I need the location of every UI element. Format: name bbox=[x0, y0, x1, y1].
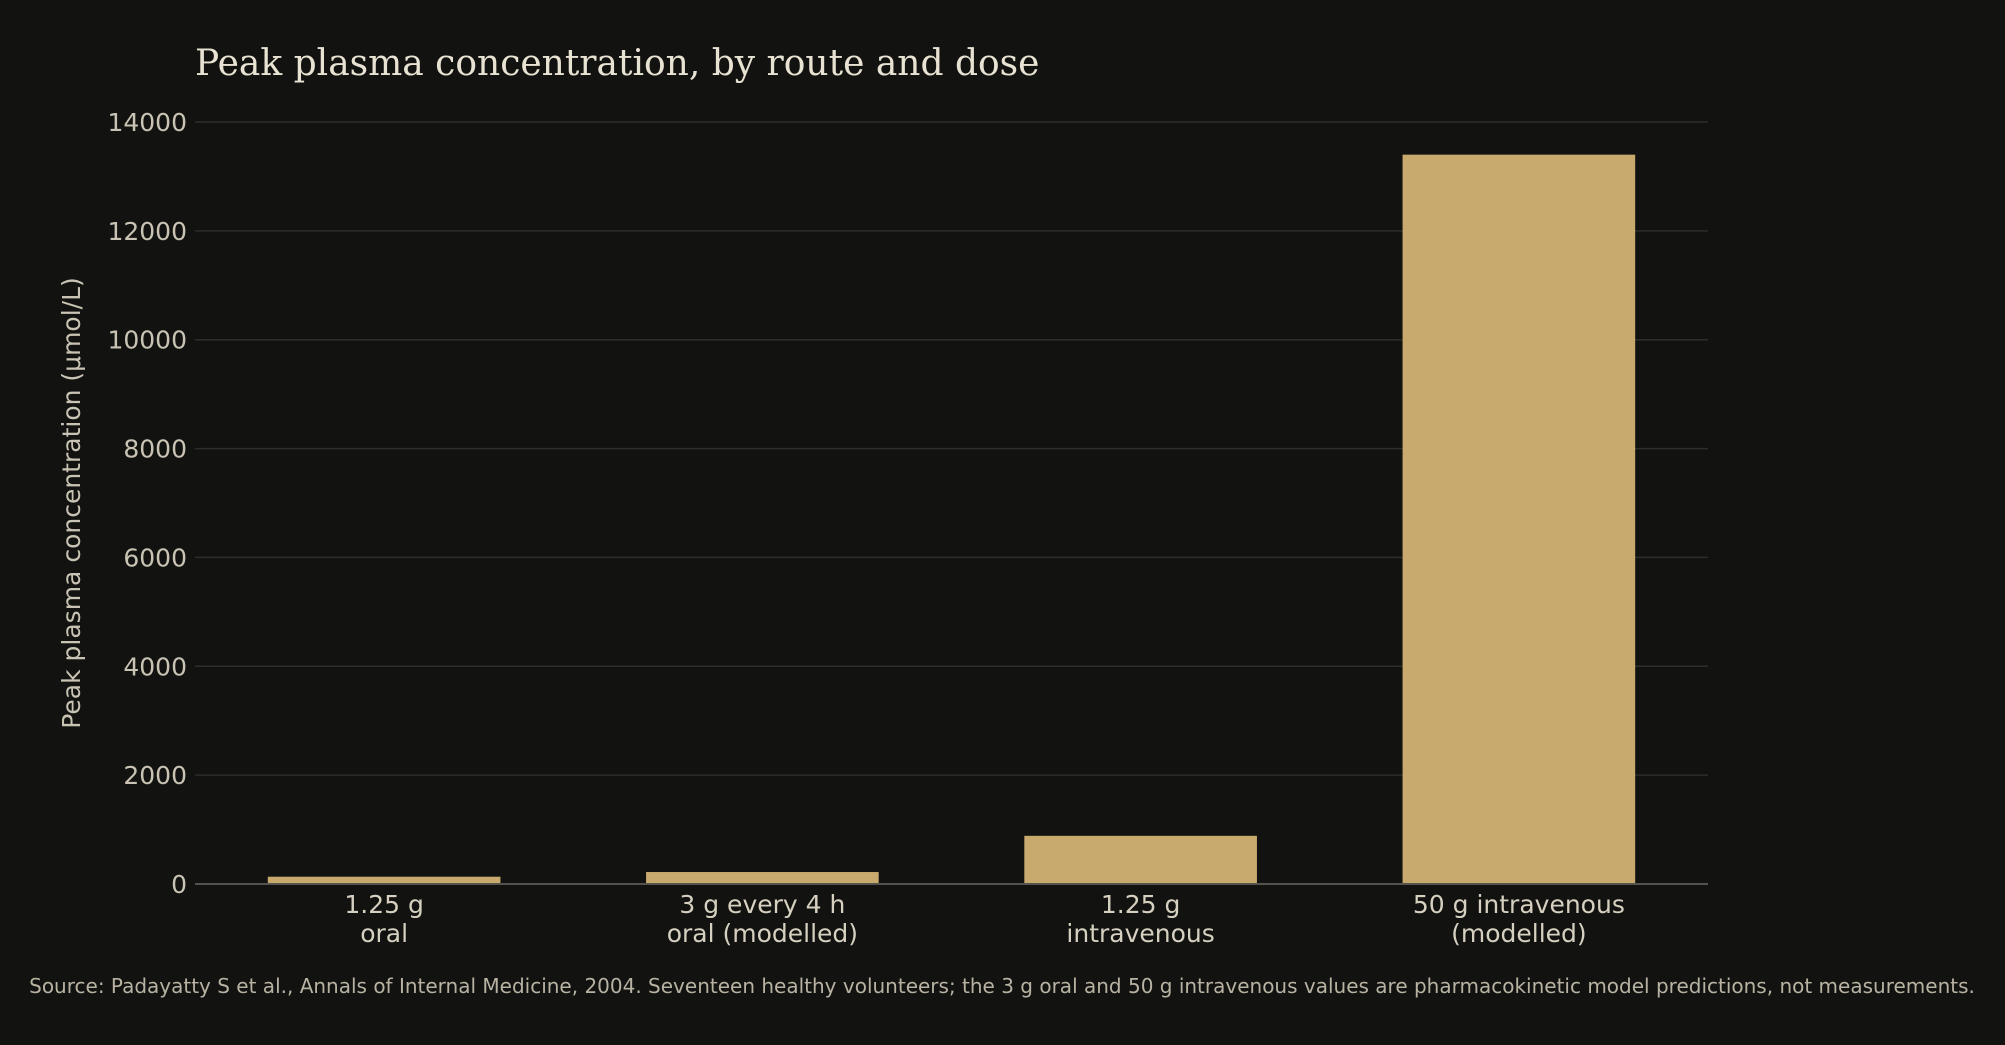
bar bbox=[267, 876, 501, 884]
y-axis-title: Peak plasma concentration (μmol/L) bbox=[57, 277, 86, 729]
y-tick-label: 6000 bbox=[123, 543, 187, 572]
bar bbox=[646, 872, 879, 884]
x-tick-label: 50 g intravenous bbox=[1413, 890, 1625, 919]
y-tick-label: 14000 bbox=[107, 108, 187, 137]
x-tick-label: 3 g every 4 h bbox=[679, 890, 845, 919]
x-tick-label: (modelled) bbox=[1451, 919, 1587, 948]
y-tick-label: 2000 bbox=[123, 761, 187, 790]
y-tick-label: 12000 bbox=[107, 217, 187, 246]
x-tick-label: 1.25 g bbox=[344, 890, 423, 919]
y-tick-label: 10000 bbox=[107, 326, 187, 355]
x-tick-label: oral (modelled) bbox=[667, 919, 858, 948]
x-tick-label: oral bbox=[360, 919, 408, 948]
source-note: Source: Padayatty S et al., Annals of In… bbox=[29, 974, 1975, 998]
gridlines bbox=[195, 121, 1708, 776]
chart-title: Peak plasma concentration, by route and … bbox=[195, 43, 1039, 84]
y-tick-label: 8000 bbox=[123, 435, 187, 464]
y-tick-label: 0 bbox=[171, 870, 187, 899]
bar bbox=[1402, 154, 1636, 884]
bars bbox=[267, 154, 1636, 884]
x-tick-label: 1.25 g bbox=[1101, 890, 1180, 919]
x-tick-label: intravenous bbox=[1066, 919, 1214, 948]
bar bbox=[1024, 835, 1257, 884]
y-tick-label: 4000 bbox=[123, 652, 187, 681]
y-axis-ticks: 0 2000 4000 6000 8000 10000 12000 14000 bbox=[107, 108, 187, 899]
